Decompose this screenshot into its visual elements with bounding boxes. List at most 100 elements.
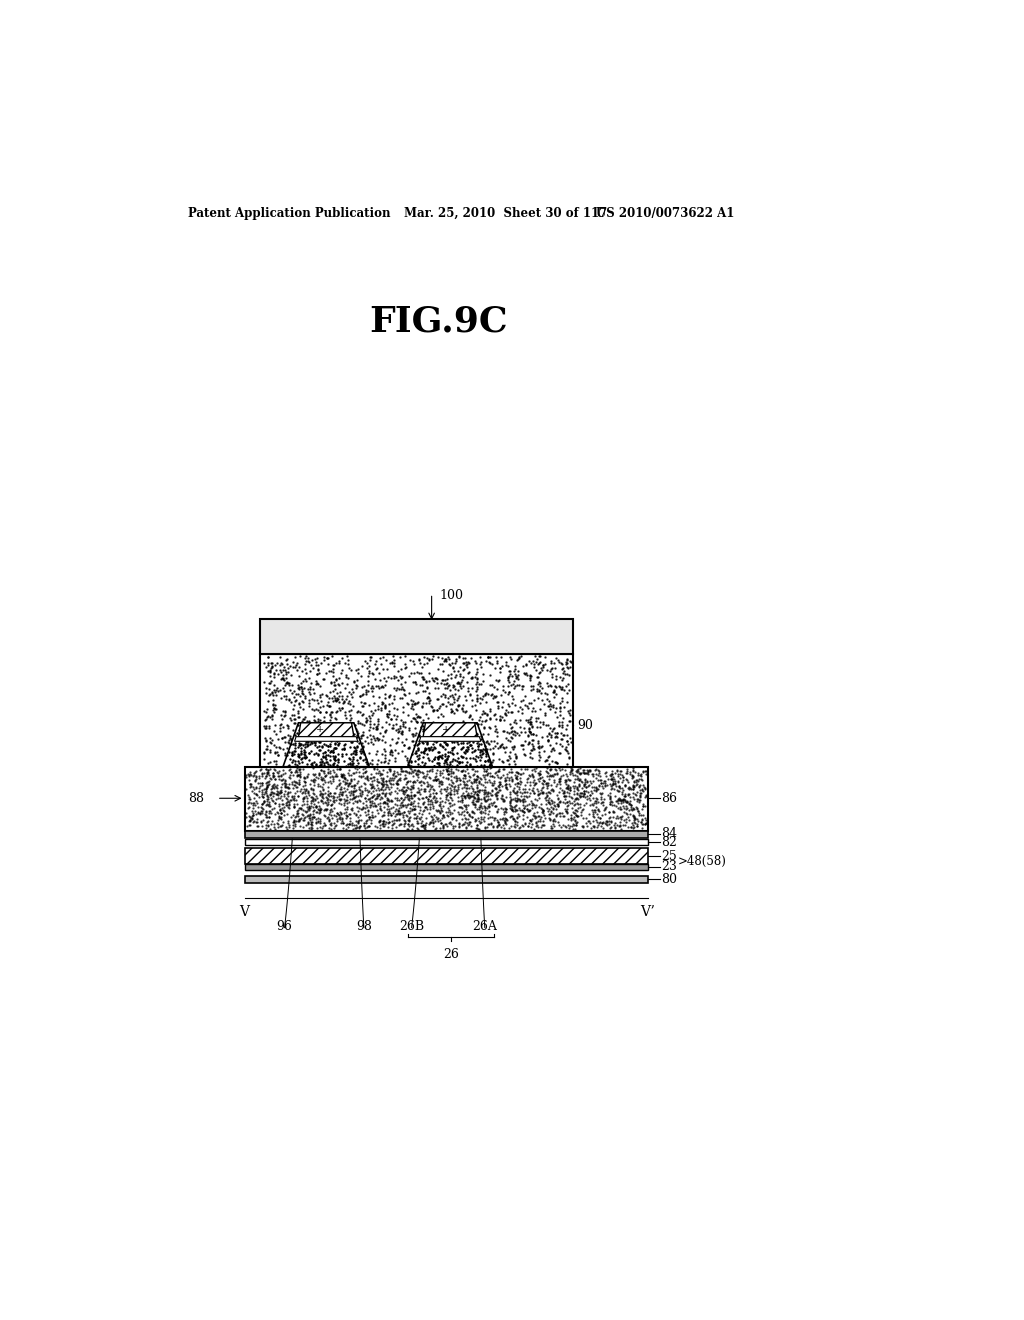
Point [444, 789, 461, 810]
Point [482, 785, 499, 807]
Point [625, 776, 641, 797]
Point [319, 735, 336, 756]
Point [602, 816, 618, 837]
Point [268, 660, 285, 681]
Point [441, 800, 458, 821]
Point [552, 777, 568, 799]
Point [280, 744, 296, 766]
Point [422, 717, 438, 738]
Point [480, 796, 497, 817]
Point [271, 721, 288, 742]
Point [553, 659, 569, 680]
Text: 80: 80 [662, 873, 677, 886]
Point [264, 709, 281, 730]
Point [543, 814, 559, 836]
Point [549, 793, 565, 814]
Point [352, 744, 369, 766]
Point [608, 808, 625, 829]
Point [346, 723, 362, 744]
Point [505, 800, 521, 821]
Point [394, 697, 411, 718]
Point [624, 764, 640, 785]
Point [269, 816, 286, 837]
Point [349, 701, 366, 722]
Point [245, 797, 261, 818]
Point [325, 767, 341, 788]
Bar [245, 865, 648, 870]
Point [396, 764, 413, 785]
Point [420, 793, 436, 814]
Point [416, 755, 432, 776]
Point [525, 738, 542, 759]
Point [370, 698, 386, 719]
Point [390, 743, 407, 764]
Point [296, 743, 312, 764]
Point [314, 751, 331, 772]
Point [562, 809, 579, 830]
Point [447, 727, 464, 748]
Point [407, 725, 423, 746]
Point [246, 762, 262, 783]
Point [571, 774, 588, 795]
Point [285, 738, 301, 759]
Point [365, 677, 381, 698]
Point [388, 789, 404, 810]
Point [550, 793, 566, 814]
Point [314, 760, 331, 781]
Point [241, 805, 257, 826]
Point [536, 693, 552, 714]
Point [501, 696, 517, 717]
Point [632, 764, 648, 785]
Point [331, 692, 347, 713]
Point [258, 762, 274, 783]
Point [479, 647, 496, 668]
Point [494, 734, 510, 755]
Point [333, 737, 349, 758]
Point [484, 742, 501, 763]
Point [261, 672, 278, 693]
Point [560, 783, 577, 804]
Point [407, 692, 423, 713]
Point [612, 791, 629, 812]
Point [443, 730, 460, 751]
Point [282, 689, 298, 710]
Point [515, 792, 531, 813]
Point [326, 675, 342, 696]
Point [385, 809, 401, 830]
Point [279, 818, 295, 840]
Point [578, 776, 594, 797]
Point [376, 752, 392, 774]
Point [534, 801, 550, 822]
Point [438, 717, 455, 738]
Point [342, 810, 358, 832]
Point [261, 803, 278, 824]
Point [410, 812, 426, 833]
Point [319, 739, 336, 760]
Point [331, 697, 347, 718]
Point [521, 785, 538, 807]
Point [285, 777, 301, 799]
Point [585, 763, 601, 784]
Point [375, 726, 391, 747]
Point [478, 682, 495, 704]
Point [293, 717, 309, 738]
Point [316, 799, 333, 820]
Point [375, 692, 391, 713]
Point [462, 787, 478, 808]
Point [370, 730, 386, 751]
Point [326, 752, 342, 774]
Point [267, 792, 284, 813]
Point [458, 742, 474, 763]
Point [329, 747, 345, 768]
Point [461, 784, 477, 805]
Point [400, 810, 417, 832]
Point [524, 739, 541, 760]
Point [284, 739, 300, 760]
Point [580, 763, 596, 784]
Point [402, 663, 419, 684]
Point [542, 734, 558, 755]
Point [421, 649, 437, 671]
Point [439, 734, 456, 755]
Point [333, 764, 349, 785]
Point [586, 807, 602, 828]
